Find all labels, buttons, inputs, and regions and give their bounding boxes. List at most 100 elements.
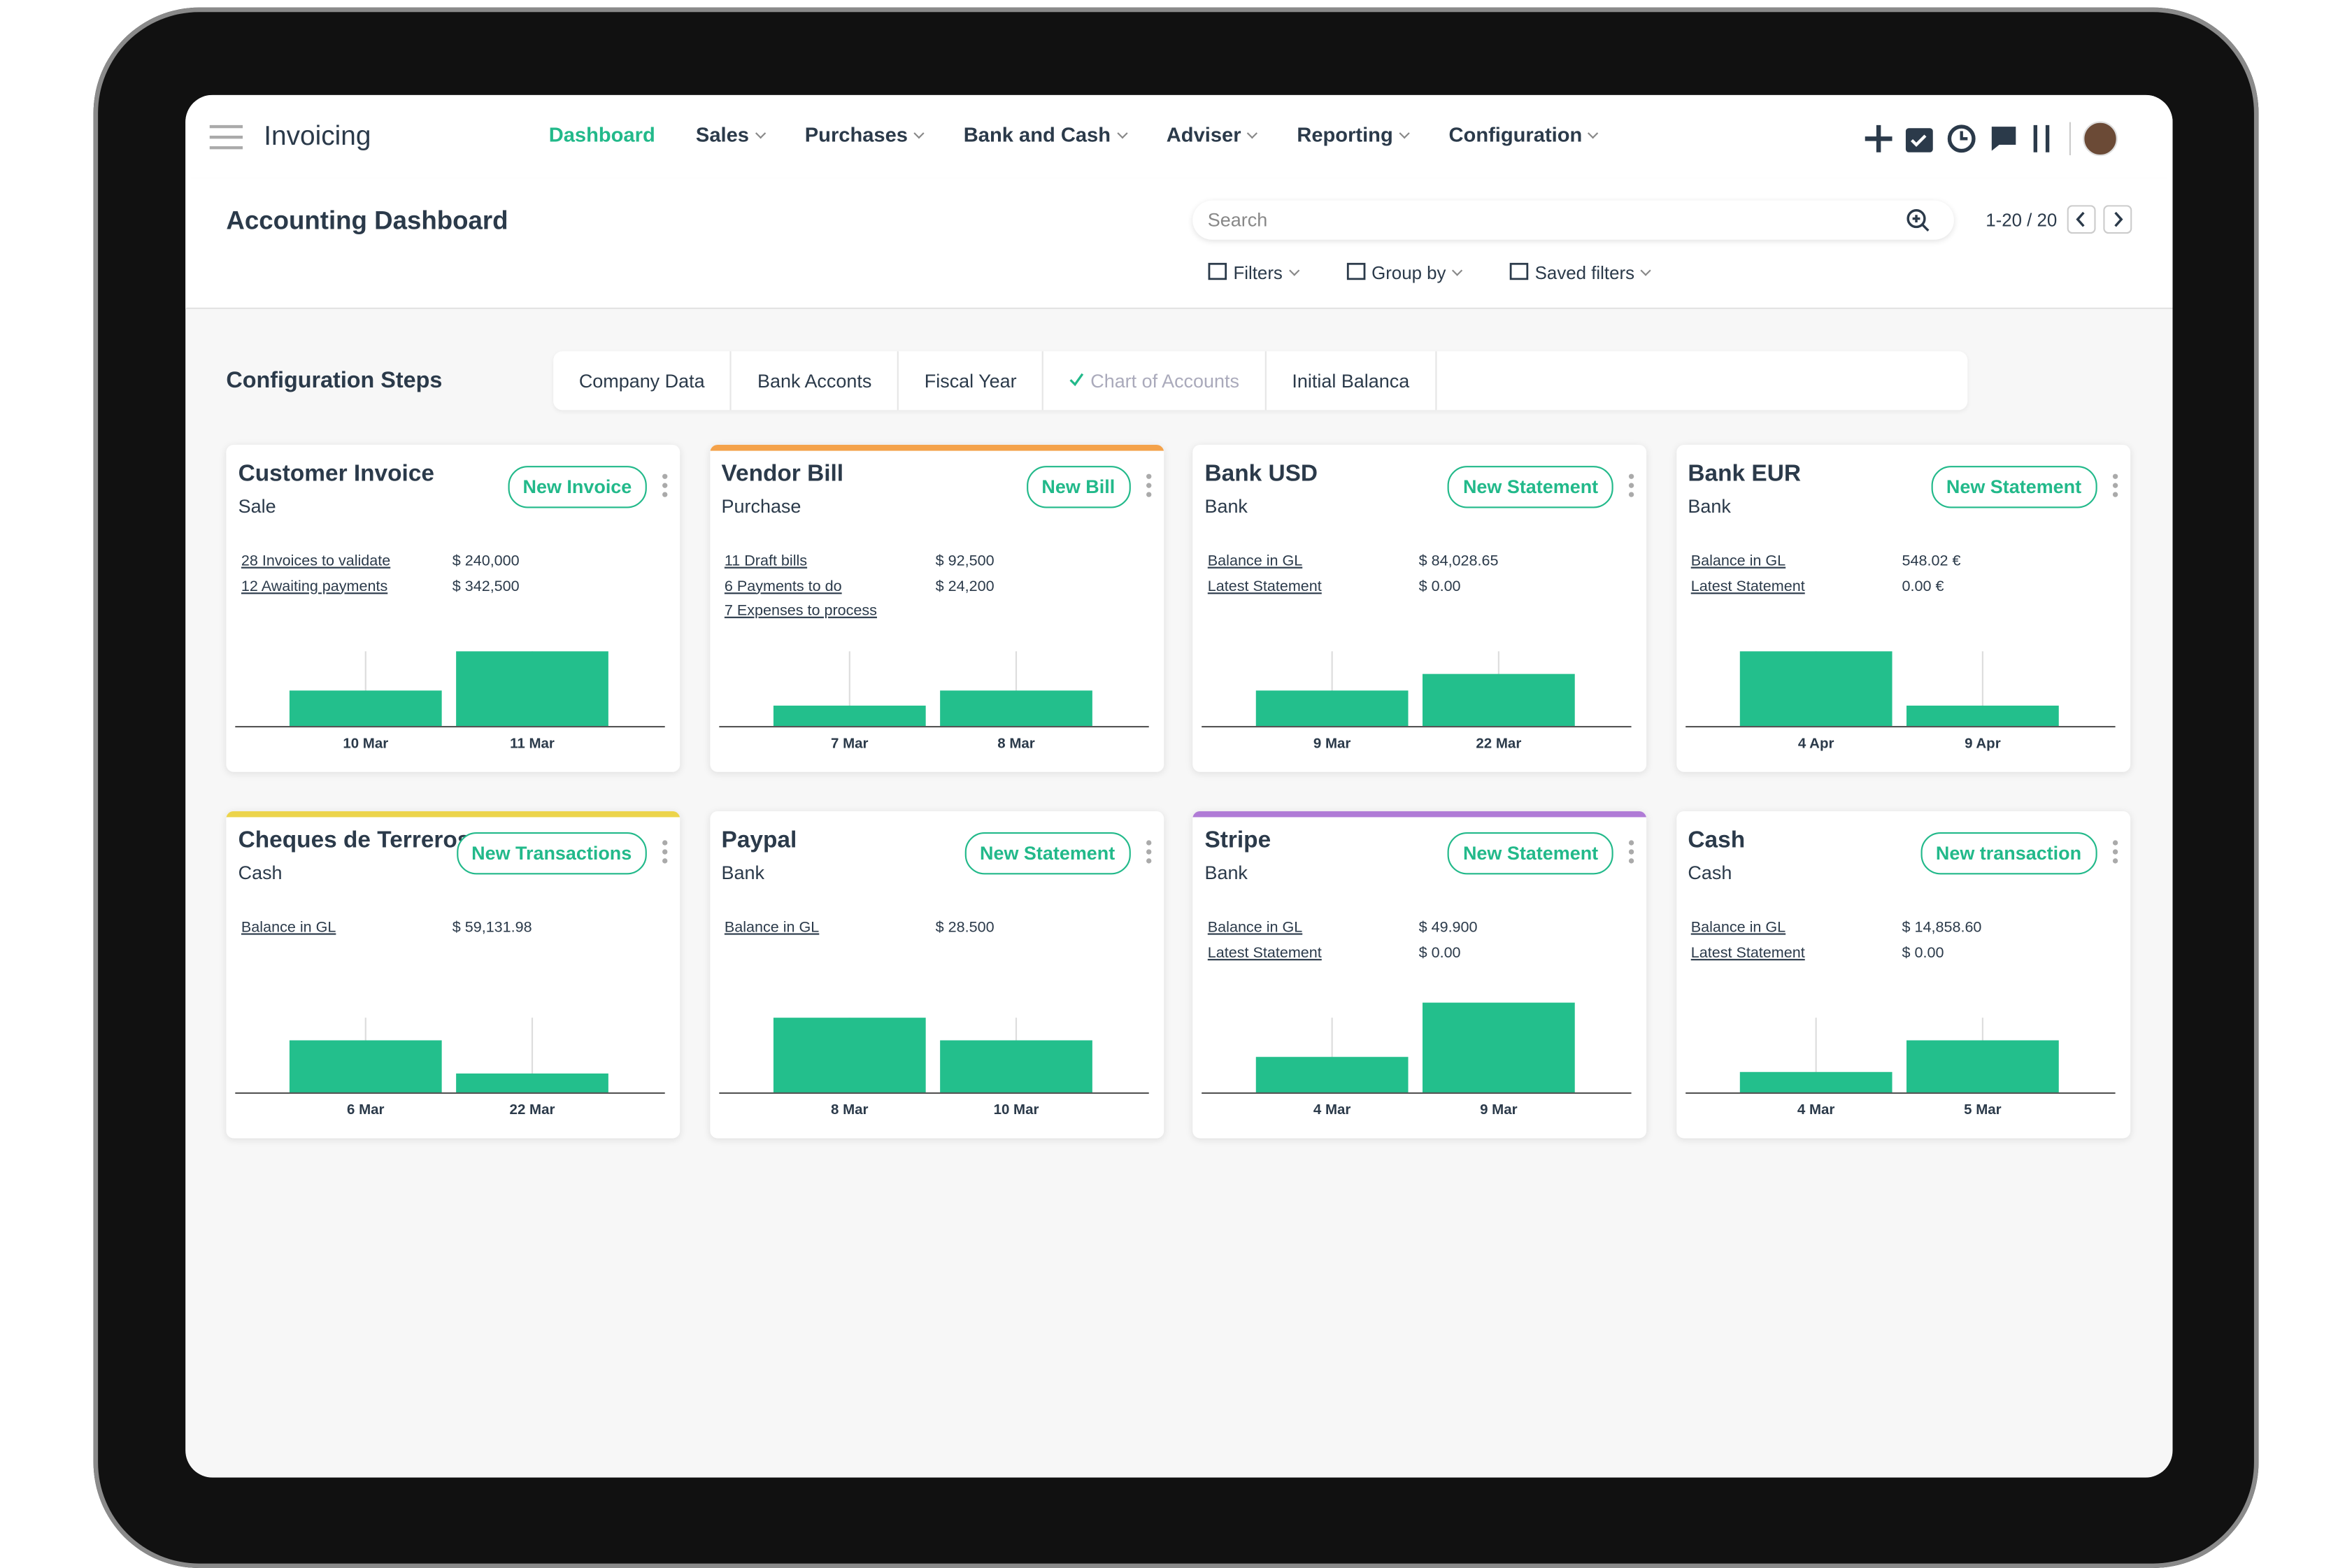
line-value: $ 0.00	[1418, 944, 1461, 962]
search-box[interactable]: Search	[1192, 200, 1954, 240]
bar-chart: 4 Apr 9 Apr	[1685, 651, 2115, 751]
kebab-menu[interactable]	[1145, 840, 1151, 864]
card-button[interactable]: New Statement	[1448, 466, 1613, 508]
line-label[interactable]: Balance in GL	[1207, 553, 1303, 570]
dot	[1145, 849, 1151, 855]
card-button[interactable]: New transaction	[1920, 832, 2097, 875]
card-accent	[226, 811, 680, 818]
line-label[interactable]: Balance in GL	[724, 920, 820, 936]
card-button[interactable]: New Transactions	[456, 832, 647, 875]
bar-label: 4 Apr	[1797, 735, 1834, 751]
card-subtitle: Purchase	[721, 496, 801, 518]
step[interactable]: Chart of Accounts	[1043, 351, 1267, 411]
menu-item[interactable]: Sales	[696, 124, 766, 146]
card-button[interactable]: New Statement	[1448, 832, 1613, 875]
icon-shape	[1346, 262, 1365, 280]
line-label[interactable]: Latest Statement	[1207, 578, 1322, 595]
kebab-menu[interactable]	[1628, 473, 1634, 497]
line-label[interactable]: Balance in GL	[1690, 553, 1786, 570]
line-value: $ 28.500	[935, 920, 995, 936]
dot	[2111, 473, 2118, 479]
configuration-steps: Company Data Bank Acconts Fiscal Year Chart…	[553, 351, 1968, 411]
line-label[interactable]: 28 Invoices to validate	[241, 553, 391, 570]
app-name: Invoicing	[264, 120, 371, 151]
bar-label: 22 Mar	[1476, 735, 1521, 751]
hamburger[interactable]	[209, 124, 243, 151]
bar	[456, 651, 608, 727]
journal-card: Stripe Bank New Statement Balance in GL $ 49…	[1192, 811, 1647, 1139]
dot	[2111, 840, 2118, 846]
card-subtitle: Cash	[1688, 862, 1732, 884]
kebab-menu[interactable]	[2111, 473, 2118, 497]
filter-button[interactable]: Saved filters	[1509, 262, 1651, 283]
search-placeholder: Search	[1207, 209, 1268, 231]
filter-icon	[1208, 262, 1227, 280]
filter-button[interactable]: Filters	[1208, 262, 1299, 283]
chevron	[1640, 265, 1651, 276]
line-label[interactable]: Latest Statement	[1690, 578, 1805, 595]
card-button[interactable]: New Statement	[1931, 466, 2097, 508]
kebab-menu[interactable]	[662, 473, 668, 497]
card-subtitle: Cash	[238, 862, 283, 884]
journal-card: Customer Invoice Sale New Invoice 28 Invoic…	[226, 444, 680, 772]
menu-item[interactable]: Bank and Cash	[964, 124, 1127, 146]
icon-shape	[1208, 262, 1227, 280]
card-button[interactable]: New Invoice	[507, 466, 647, 508]
line-label[interactable]: Latest Statement	[1207, 944, 1322, 962]
kebab-menu[interactable]	[1628, 840, 1634, 864]
step[interactable]: Company Data	[553, 351, 732, 411]
line-label[interactable]: 11 Draft bills	[724, 553, 808, 570]
card-button[interactable]: New Bill	[1026, 466, 1130, 508]
card-subtitle: Bank	[1204, 496, 1248, 518]
kebab-menu[interactable]	[1145, 473, 1151, 497]
bar-label: 10 Mar	[993, 1102, 1039, 1118]
kebab-menu[interactable]	[2111, 840, 2118, 864]
filter-button[interactable]: Group by	[1346, 262, 1463, 283]
step[interactable]: Fiscal Year	[899, 351, 1044, 411]
menu-item[interactable]: Adviser	[1167, 124, 1258, 146]
journal-card: Cash Cash New transaction Balance in GL $ 14…	[1676, 811, 2130, 1139]
menu-label: Purchases	[804, 123, 908, 147]
dot	[662, 849, 668, 855]
steps-title: Configuration Steps	[226, 368, 443, 394]
line-label[interactable]: Balance in GL	[1207, 920, 1303, 936]
chevron	[1452, 265, 1463, 276]
dot	[1145, 492, 1151, 497]
menu-item[interactable]: Reporting	[1297, 124, 1410, 146]
menu-item[interactable]: Configuration	[1449, 124, 1599, 146]
pager-buttons[interactable]	[2067, 205, 2134, 235]
card-title: Paypal	[721, 827, 797, 854]
bar-chart: 8 Mar 10 Mar	[718, 1018, 1148, 1118]
line-label[interactable]: 7 Expenses to process	[724, 603, 877, 620]
bar	[289, 1040, 442, 1093]
step-label: Initial Balanca	[1292, 371, 1410, 392]
bar-chart: 10 Mar 11 Mar	[235, 651, 665, 751]
dot	[662, 840, 668, 846]
card-title: Stripe	[1204, 827, 1271, 854]
journal-card: Vendor Bill Purchase New Bill 11 Draft bill…	[709, 444, 1164, 772]
main-menu: Dashboard Sales Purchases Bank and Cash Advi…	[549, 123, 1599, 147]
journal-card: Cheques de Terreros Cash New Transactions B…	[226, 811, 680, 1139]
card-button[interactable]: New Statement	[964, 832, 1130, 875]
line-label[interactable]: 6 Payments to do	[724, 578, 842, 595]
bar-label: 10 Mar	[343, 735, 388, 751]
search-icon[interactable]	[1906, 208, 1930, 232]
line-label[interactable]: Balance in GL	[241, 920, 336, 936]
dot	[2111, 483, 2118, 488]
line-label[interactable]: Latest Statement	[1690, 944, 1805, 962]
menu-item[interactable]: Dashboard	[549, 124, 655, 146]
bar	[1739, 1071, 1892, 1093]
bar	[456, 1073, 608, 1093]
menu-item[interactable]: Purchases	[804, 123, 925, 147]
line-label[interactable]: Balance in GL	[1690, 920, 1786, 936]
line-value: $ 92,500	[935, 553, 995, 570]
step[interactable]: Bank Acconts	[732, 351, 899, 411]
step-label: Chart of Accounts	[1090, 371, 1239, 392]
step[interactable]: Initial Balanca	[1267, 351, 1437, 411]
kebab-menu[interactable]	[662, 840, 668, 864]
journal-card: Bank EUR Bank New Statement Balance in GL 54…	[1676, 444, 2130, 772]
dot	[1145, 473, 1151, 479]
line-value: $ 0.00	[1418, 578, 1461, 595]
line-label[interactable]: 12 Awaiting payments	[241, 578, 388, 595]
screen: Invoicing Dashboard Sales Purchases Bank an…	[185, 94, 2173, 1478]
